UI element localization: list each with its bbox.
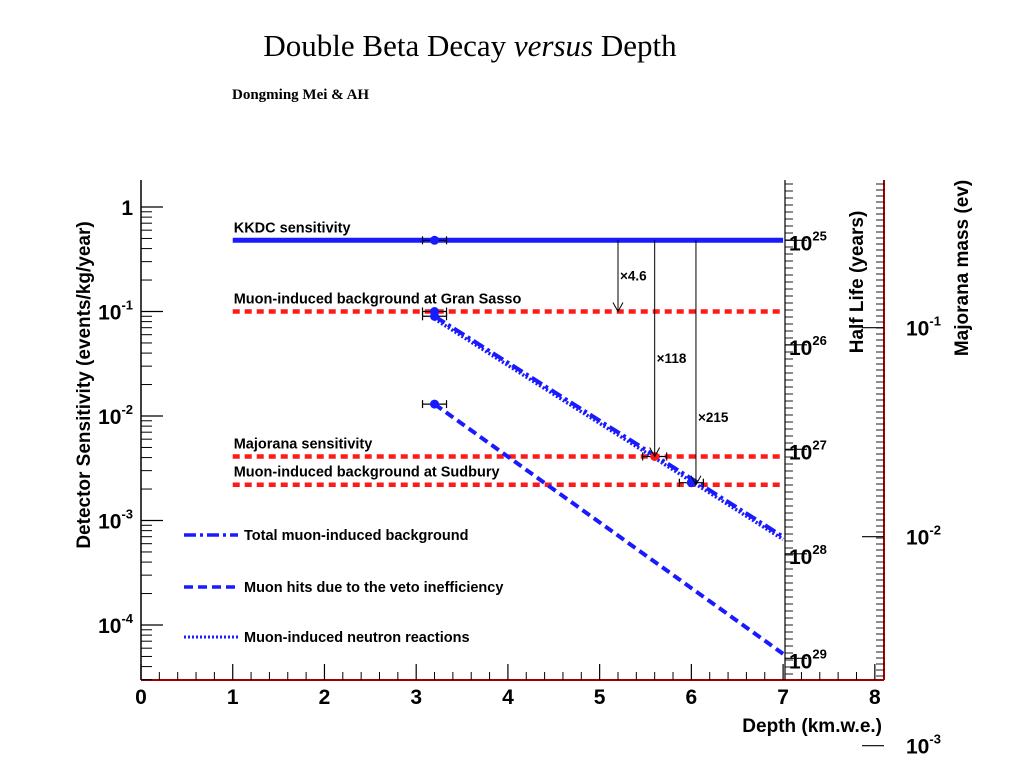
y-tick-label-base: 10 xyxy=(98,406,121,429)
y-tick-label: 10-4 xyxy=(98,611,134,638)
legend-label: Total muon-induced background xyxy=(244,528,468,544)
halflife-tick-label-exp: 25 xyxy=(812,228,826,243)
halflife-tick-label: 1025 xyxy=(789,228,827,255)
reference-line-label: Muon-induced background at Gran Sasso xyxy=(234,292,522,308)
x-tick-label: 5 xyxy=(594,686,606,709)
x-tick-label: 0 xyxy=(135,686,147,709)
reference-line-label: KKDC sensitivity xyxy=(234,220,351,236)
mass-tick-label-base: 10 xyxy=(906,527,929,550)
series-line xyxy=(433,314,785,539)
x-tick-label: 2 xyxy=(319,686,331,709)
halflife-tick-label: 1029 xyxy=(789,646,827,673)
mass-tick-label-exp: -1 xyxy=(929,314,941,329)
ratio-arrowhead xyxy=(649,447,661,458)
halflife-axis-label: Half Life (years) xyxy=(847,211,868,354)
halflife-tick-label-base: 10 xyxy=(789,546,812,569)
ratio-label: ×118 xyxy=(657,351,687,366)
mass-tick-label-exp: -3 xyxy=(929,732,941,747)
x-tick-label: 4 xyxy=(502,686,514,709)
halflife-tick-label-exp: 26 xyxy=(812,333,826,348)
ratio-arrowhead xyxy=(690,475,702,486)
y-tick-label-exp: -4 xyxy=(121,611,133,626)
halflife-tick-label-base: 10 xyxy=(789,232,812,255)
halflife-tick-label-base: 10 xyxy=(789,441,812,464)
y-tick-label: 10-1 xyxy=(98,298,133,325)
halflife-tick-label-exp: 27 xyxy=(812,437,826,452)
mass-tick-label-exp: -2 xyxy=(929,523,941,538)
y-tick-label: 10-2 xyxy=(98,402,133,429)
x-axis-label: Depth (km.w.e.) xyxy=(742,716,882,737)
legend-label: Muon-induced neutron reactions xyxy=(244,630,470,646)
y-tick-label-base: 10 xyxy=(98,615,121,638)
y-tick-label-base: 1 xyxy=(121,197,133,220)
slide-subtitle: Dongming Mei & AH xyxy=(232,87,370,103)
x-tick-label: 8 xyxy=(869,686,881,709)
x-tick-label: 1 xyxy=(227,686,239,709)
halflife-tick-label-base: 10 xyxy=(789,650,812,673)
data-marker xyxy=(430,311,440,321)
data-marker xyxy=(430,235,440,245)
halflife-tick-label-exp: 28 xyxy=(812,542,826,557)
y-tick-label: 10-3 xyxy=(98,507,133,534)
y-tick-label-base: 10 xyxy=(98,511,121,534)
halflife-tick-label-exp: 29 xyxy=(812,646,826,661)
x-tick-label: 3 xyxy=(410,686,422,709)
ratio-label: ×215 xyxy=(698,410,729,425)
y-tick-label: 1 xyxy=(121,197,133,220)
mass-tick-label-base: 10 xyxy=(906,736,929,759)
reference-line-label: Muon-induced background at Sudbury xyxy=(234,465,500,481)
halflife-tick-label: 1028 xyxy=(789,542,827,569)
y-tick-label-exp: -1 xyxy=(121,298,133,313)
reference-line-label: Majorana sensitivity xyxy=(234,436,373,452)
legend-label: Muon hits due to the veto inefficiency xyxy=(244,580,503,596)
y-tick-label-exp: -2 xyxy=(121,402,133,417)
x-tick-label: 7 xyxy=(777,686,789,709)
mass-tick-label: 10-3 xyxy=(906,732,941,759)
title-end: Depth xyxy=(593,28,677,63)
y-tick-label-base: 10 xyxy=(98,302,121,325)
ratio-arrowhead xyxy=(612,302,624,313)
slide-title: Double Beta Decay versus Depth xyxy=(0,28,940,64)
title-main: Double Beta Decay xyxy=(263,28,514,63)
title-italic: versus xyxy=(513,28,594,63)
halflife-tick-label: 1027 xyxy=(789,437,827,464)
mass-tick-label: 10-1 xyxy=(906,314,941,341)
series-line xyxy=(433,402,785,656)
data-marker xyxy=(430,399,440,409)
ratio-label: ×4.6 xyxy=(620,269,647,284)
series-line xyxy=(433,317,785,541)
halflife-tick-label: 1026 xyxy=(789,333,827,360)
mass-axis-label: Majorana mass (ev) xyxy=(952,180,973,356)
x-tick-label: 6 xyxy=(686,686,698,709)
y-tick-label-exp: -3 xyxy=(121,507,133,522)
y-axis-label: Detector Sensitivity (events/kg/year) xyxy=(74,221,95,548)
halflife-tick-label-base: 10 xyxy=(789,337,812,360)
mass-tick-label-base: 10 xyxy=(906,318,929,341)
mass-tick-label: 10-2 xyxy=(906,523,941,550)
